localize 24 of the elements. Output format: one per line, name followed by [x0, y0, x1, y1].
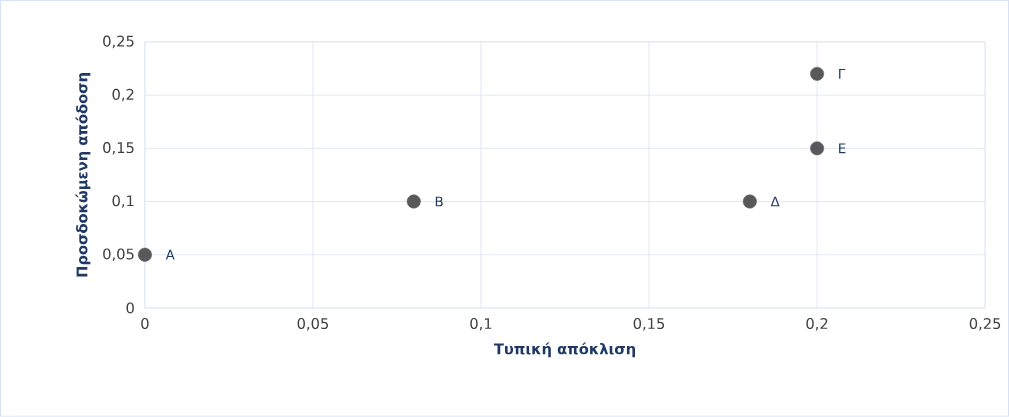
y-tick-label: 0 [126, 302, 134, 314]
annotation: Β [435, 196, 443, 207]
x-axis-title: Τυπική απόκλιση [493, 342, 635, 358]
x-tick-label: 0,05 [297, 318, 329, 331]
point [137, 247, 152, 262]
x-tick-label: 0,1 [470, 318, 492, 331]
annotation: Δ [770, 196, 780, 207]
y-tick-label: 0,25 [103, 35, 134, 49]
annotation: Γ [839, 69, 846, 79]
point [810, 141, 825, 156]
x-tick-label: 0,2 [806, 318, 828, 331]
x-tick-label: 0,25 [969, 318, 1001, 331]
y-tick-label: 0,05 [103, 248, 134, 262]
y-tick-label: 0,15 [103, 142, 134, 155]
annotation: Ε [839, 143, 846, 154]
point [406, 194, 421, 209]
point [742, 194, 757, 209]
y-tick-label: 0,2 [112, 88, 134, 102]
x-tick-label: 0 [141, 318, 149, 330]
y-tick-label: 0,1 [112, 195, 134, 208]
x-tick-label: 0,15 [633, 318, 665, 331]
y-axis-title: Προσδοκώμενη απόδοση [75, 73, 91, 277]
point [810, 66, 825, 81]
annotation: Α [165, 249, 175, 260]
